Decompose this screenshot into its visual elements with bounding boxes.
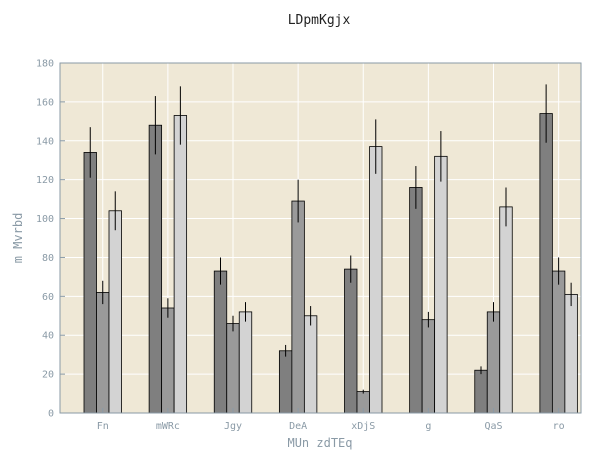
bar xyxy=(226,323,240,414)
y-tick-label: 0 xyxy=(48,409,54,420)
bar xyxy=(564,293,578,414)
y-tick-label: 60 xyxy=(42,292,54,303)
x-tick-label: QaS xyxy=(484,421,502,432)
plot-frame xyxy=(59,62,582,414)
y-tick-label: 180 xyxy=(36,59,54,70)
bar xyxy=(96,292,110,414)
bar xyxy=(213,270,228,414)
y-axis-label: m Mvrbd xyxy=(11,213,25,264)
bar xyxy=(421,319,436,414)
bar xyxy=(303,315,318,414)
bar xyxy=(291,200,305,414)
y-tick-label: 160 xyxy=(36,97,54,108)
y-tick-label: 80 xyxy=(42,253,54,264)
x-tick-label: mWRc xyxy=(156,421,180,432)
bar xyxy=(238,311,253,414)
x-tick-label: Fn xyxy=(97,421,109,432)
bar xyxy=(434,155,448,414)
x-axis-label: MUn zdTEq xyxy=(287,436,352,450)
x-tick-label: g xyxy=(425,421,431,432)
ticks-group: 0 20 40 60 80 100 120 140 160 180 Fn mWRc Jgy DeA xDjS… xyxy=(36,59,582,432)
bar xyxy=(551,270,566,414)
bar xyxy=(539,113,553,414)
y-tick-label: 20 xyxy=(42,370,54,381)
bar xyxy=(161,307,175,414)
y-tick-label: 120 xyxy=(36,175,54,186)
y-tick-label: 40 xyxy=(42,331,54,342)
bar xyxy=(344,268,358,414)
chart-title: LDpmKgjx xyxy=(288,13,351,28)
bar xyxy=(173,115,188,414)
bar xyxy=(499,206,513,414)
bar xyxy=(148,124,163,414)
x-tick-label: Jgy xyxy=(224,421,242,432)
bar xyxy=(83,152,97,414)
bar xyxy=(369,146,383,414)
bar xyxy=(278,350,293,414)
bar xyxy=(486,311,501,414)
bar xyxy=(108,210,122,414)
bars-group xyxy=(83,84,578,414)
y-tick-label: 140 xyxy=(36,136,54,147)
bar xyxy=(474,369,488,414)
x-tick-label: xDjS xyxy=(351,421,375,432)
y-tick-label: 100 xyxy=(36,214,54,225)
x-tick-label: DeA xyxy=(289,421,307,432)
x-tick-label: ro xyxy=(553,421,565,432)
bar xyxy=(409,187,423,414)
